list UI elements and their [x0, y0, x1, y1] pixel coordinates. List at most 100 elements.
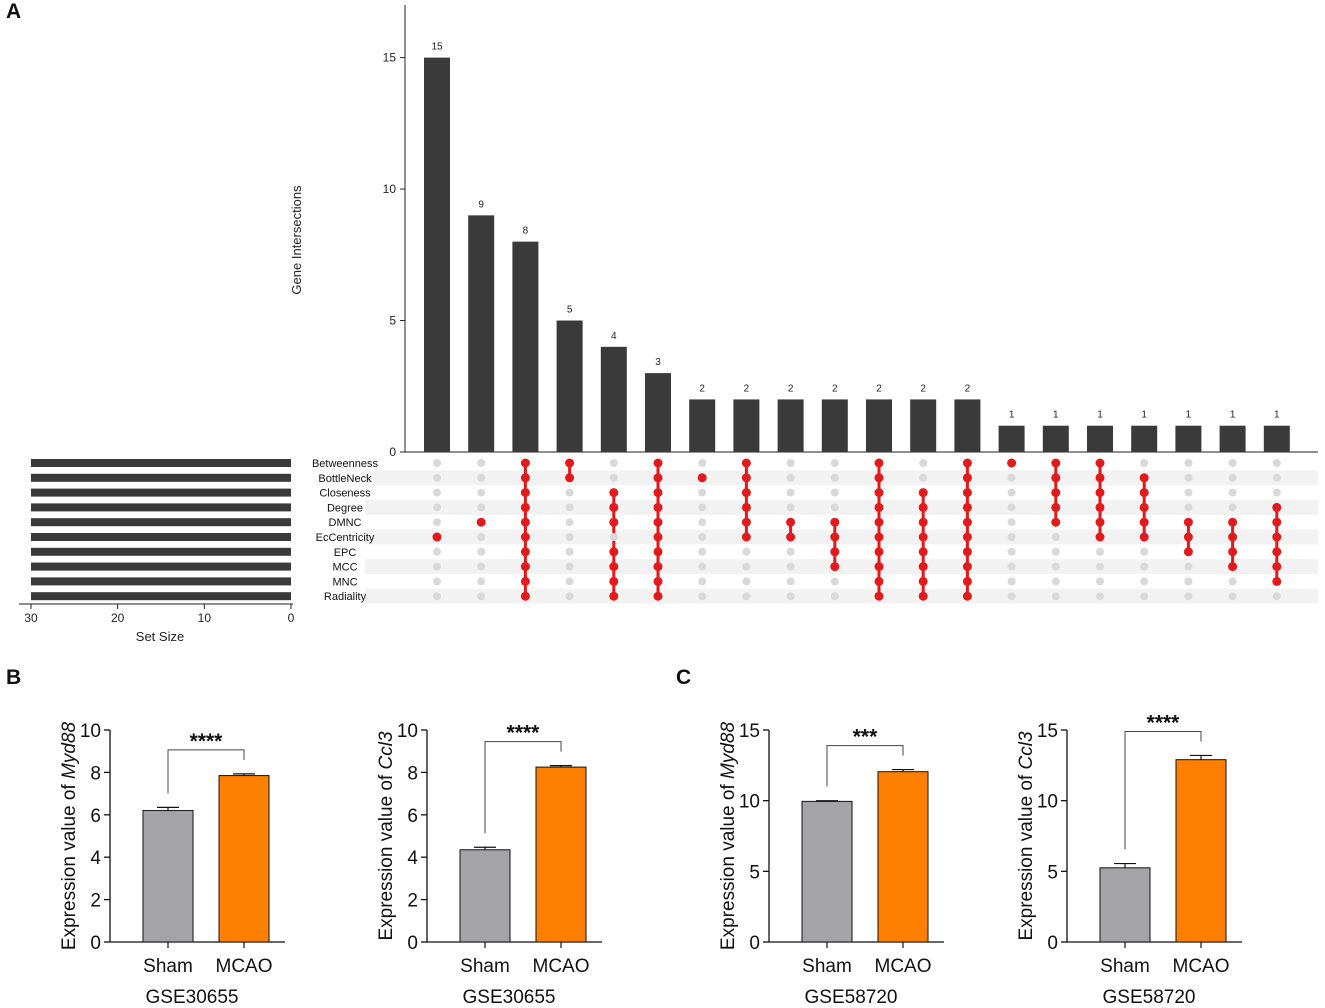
y-tick-label: 0	[749, 933, 760, 954]
matrix-dot-active	[962, 502, 972, 512]
matrix-dot-active	[962, 517, 972, 527]
matrix-dot-active	[1051, 473, 1061, 483]
matrix-dot-active	[830, 547, 840, 557]
intersection-bar-label: 3	[655, 357, 661, 368]
set-name-label: Closeness	[319, 488, 371, 500]
matrix-dot-inactive	[786, 577, 795, 586]
matrix-dot-active	[1139, 473, 1149, 483]
matrix-dot-active	[741, 473, 751, 483]
matrix-dot-active	[874, 458, 884, 468]
matrix-dot-inactive	[477, 562, 486, 571]
intersection-bar	[512, 241, 539, 452]
x-axis-title: GSE30655	[463, 987, 556, 1008]
matrix-dot-active	[1183, 532, 1193, 542]
matrix-dot-active	[520, 576, 530, 586]
x-tick-label: Sham	[802, 956, 852, 977]
matrix-dot-inactive	[1051, 592, 1060, 601]
bar-chart-ccl3-gse30655: 0 2 4 6 8 10 Sham MCAO **** GSE30655 Expression va…	[376, 721, 602, 1008]
matrix-dot-inactive	[477, 459, 486, 467]
matrix-dot-active	[741, 458, 751, 468]
significance-marker: ****	[507, 722, 541, 745]
matrix-dot-active	[1272, 517, 1282, 527]
matrix-dot-inactive	[1051, 577, 1060, 586]
x-tick-label: MCAO	[875, 956, 932, 977]
matrix-dot-active	[918, 591, 928, 601]
matrix-dot-inactive	[1272, 473, 1281, 482]
y-axis-title-prefix: Expression value of	[718, 779, 739, 950]
matrix-dot-active	[1139, 488, 1149, 498]
matrix-dot-active	[1051, 458, 1061, 468]
matrix-dot-inactive	[609, 473, 618, 482]
matrix-dot-active	[609, 547, 619, 557]
matrix-dot-inactive	[433, 592, 441, 601]
bar-mcao	[1175, 759, 1227, 943]
set-name-label: Betweenness	[312, 458, 379, 470]
matrix-dot-inactive	[1140, 547, 1149, 556]
y-tick-label: 0	[389, 445, 396, 459]
matrix-dot-inactive	[1096, 562, 1104, 571]
matrix-dot-active	[874, 502, 884, 512]
matrix-dot-active	[874, 532, 884, 542]
matrix-dot-inactive	[1140, 562, 1149, 571]
matrix-dot-active	[874, 562, 884, 572]
intersection-bar	[1263, 425, 1290, 452]
matrix-dot-active	[918, 576, 928, 586]
matrix-dot-active	[520, 547, 530, 557]
matrix-dot-inactive	[698, 577, 707, 586]
significance-marker: ***	[853, 726, 878, 749]
matrix-dot-inactive	[698, 518, 707, 527]
matrix-dot-inactive	[1228, 459, 1237, 467]
matrix-dot-inactive	[786, 459, 795, 467]
y-tick-label: 6	[407, 806, 418, 827]
matrix-dot-inactive	[1140, 592, 1149, 601]
matrix-dot-active	[520, 562, 530, 572]
matrix-dot-active	[918, 502, 928, 512]
matrix-dot-inactive	[1140, 577, 1149, 586]
matrix-dot-inactive	[565, 547, 574, 556]
matrix-dot-active	[962, 591, 972, 601]
matrix-dot-active	[741, 532, 751, 542]
intersection-bar-label: 2	[788, 383, 794, 394]
y-tick-label: 15	[1037, 721, 1058, 742]
matrix-dot-inactive	[1184, 459, 1193, 467]
matrix-dot-inactive	[477, 473, 486, 482]
matrix-dot-inactive	[1184, 503, 1193, 512]
matrix-dot-inactive	[609, 533, 618, 541]
matrix-dot-inactive	[565, 562, 574, 571]
matrix-dot-inactive	[1007, 592, 1016, 601]
x-tick-label: MCAO	[533, 956, 590, 977]
set-size-tick-label: 20	[111, 611, 125, 625]
matrix-dot-inactive	[433, 459, 441, 467]
matrix-dot-active	[609, 591, 619, 601]
matrix-dot-active	[918, 532, 928, 542]
bar-sham	[801, 800, 853, 943]
x-tick-label: Sham	[1100, 956, 1150, 977]
matrix-dot-active	[520, 532, 530, 542]
x-tick-label: Sham	[460, 956, 510, 977]
matrix-dot-inactive	[433, 562, 441, 571]
matrix-dot-inactive	[433, 547, 441, 556]
matrix-dot-inactive	[565, 503, 574, 512]
matrix-dot-inactive	[698, 459, 707, 467]
bar-sham	[142, 810, 194, 943]
matrix-dot-active	[1007, 458, 1017, 468]
y-axis-title-gene: Ccl3	[1016, 731, 1037, 769]
set-size-tick-label: 30	[24, 611, 38, 625]
matrix-dot-inactive	[742, 562, 751, 571]
matrix-dot-inactive	[830, 473, 839, 482]
matrix-dot-active	[962, 532, 972, 542]
intersection-bar	[910, 399, 937, 452]
matrix-dot-active	[653, 473, 663, 483]
set-size-bar	[31, 577, 291, 586]
x-tick-label: Sham	[143, 956, 193, 977]
panel-label-c: C	[676, 666, 692, 689]
matrix-dot-inactive	[1096, 547, 1104, 556]
y-axis-title: Gene Intersections	[289, 185, 304, 295]
matrix-dot-active	[1051, 502, 1061, 512]
matrix-dot-inactive	[477, 503, 486, 512]
matrix-dot-inactive	[830, 592, 839, 601]
x-tick-label: MCAO	[1173, 956, 1230, 977]
matrix-dot-inactive	[742, 547, 751, 556]
matrix-dot-active	[476, 517, 486, 527]
